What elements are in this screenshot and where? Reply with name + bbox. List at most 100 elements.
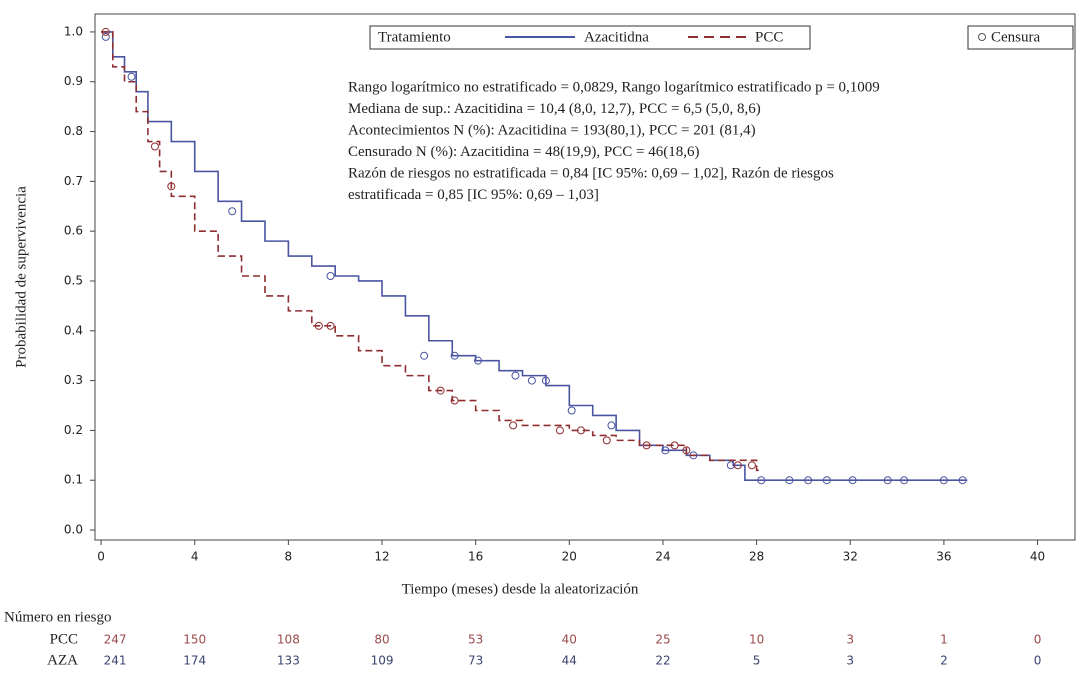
censor-marker xyxy=(883,476,892,485)
y-tick-label: 0.8 xyxy=(64,124,83,138)
annotation: Acontecimientos N (%): Azacitidina = 193… xyxy=(348,122,756,138)
risk-value: 2 xyxy=(940,654,948,668)
censor-marker xyxy=(101,27,110,36)
censor-marker xyxy=(474,356,483,365)
risk-value: 53 xyxy=(468,633,483,647)
censor-marker xyxy=(757,476,766,485)
legend-box xyxy=(369,25,811,50)
y-tick-label: 0.2 xyxy=(64,423,83,437)
censor-marker xyxy=(567,406,576,415)
risk-value: 1 xyxy=(940,633,948,647)
legend-label: PCC xyxy=(755,29,783,45)
censor-marker xyxy=(577,426,586,435)
censor-marker xyxy=(848,476,857,485)
censor-marker xyxy=(314,321,323,330)
x-tick-label: 36 xyxy=(936,550,951,564)
censor-marker xyxy=(420,351,429,360)
x-tick-label: 8 xyxy=(285,550,293,564)
censor-marker xyxy=(326,321,335,330)
risk-value: 241 xyxy=(104,654,127,668)
censor-marker xyxy=(127,72,136,81)
censor-marker xyxy=(541,376,550,385)
censor-marker xyxy=(101,32,110,41)
risk-value: 3 xyxy=(846,633,854,647)
censor-marker xyxy=(602,436,611,445)
risk-value: 133 xyxy=(277,654,300,668)
x-tick-label: 28 xyxy=(749,550,764,564)
risk-value: 73 xyxy=(468,654,483,668)
censor-marker xyxy=(900,476,909,485)
risk-value: 150 xyxy=(183,633,206,647)
censor-marker xyxy=(661,446,670,455)
censor-marker xyxy=(450,351,459,360)
censor-marker xyxy=(939,476,948,485)
plot-frame xyxy=(94,13,1076,541)
annotation: Mediana de sup.: Azacitidina = 10,4 (8,0… xyxy=(348,101,761,117)
y-tick-label: 0.9 xyxy=(64,74,83,88)
censor-marker xyxy=(436,386,445,395)
y-tick-label: 0.6 xyxy=(64,224,83,238)
legend-label: Azacitidna xyxy=(584,29,649,45)
y-tick-label: 0.0 xyxy=(64,523,83,537)
y-tick-label: 0.3 xyxy=(64,373,83,387)
risk-row-label: PCC xyxy=(50,631,78,647)
annotation: Rango logarítmico no estratificado = 0,0… xyxy=(348,79,880,95)
censor-marker xyxy=(555,426,564,435)
censor-marker xyxy=(527,376,536,385)
risk-value: 10 xyxy=(749,633,764,647)
legend-title: Tratamiento xyxy=(378,29,451,45)
risk-value: 108 xyxy=(277,633,300,647)
censor-marker xyxy=(682,446,691,455)
censor-marker xyxy=(785,476,794,485)
x-tick-label: 0 xyxy=(97,550,105,564)
risk-row-label: AZA xyxy=(47,652,78,668)
x-tick-label: 16 xyxy=(468,550,483,564)
censor-marker xyxy=(822,476,831,485)
censor-marker xyxy=(607,421,616,430)
censor-legend-marker xyxy=(978,33,986,41)
risk-value: 40 xyxy=(562,633,577,647)
y-tick-label: 0.7 xyxy=(64,174,83,188)
censor-legend-box xyxy=(967,25,1074,50)
risk-value: 22 xyxy=(655,654,670,668)
risk-value: 247 xyxy=(104,633,127,647)
censor-marker xyxy=(450,396,459,405)
censor-marker xyxy=(511,371,520,380)
risk-value: 44 xyxy=(562,654,577,668)
x-axis-label: Tiempo (meses) desde la aleatorización xyxy=(402,581,639,597)
annotation: Razón de riesgos no estratificada = 0,84… xyxy=(348,165,834,181)
censor-marker xyxy=(733,461,742,470)
censor-marker xyxy=(150,142,159,151)
risk-value: 3 xyxy=(846,654,854,668)
y-tick-label: 0.1 xyxy=(64,473,83,487)
censor-marker xyxy=(804,476,813,485)
censor-marker xyxy=(958,476,967,485)
annotation: Censurado N (%): Azacitidina = 48(19,9),… xyxy=(348,144,699,160)
risk-value: 80 xyxy=(374,633,389,647)
censor-legend-label: Censura xyxy=(991,29,1040,45)
censor-marker xyxy=(670,441,679,450)
risk-value: 0 xyxy=(1034,633,1042,647)
censor-marker xyxy=(167,182,176,191)
x-tick-label: 32 xyxy=(843,550,858,564)
risk-value: 5 xyxy=(753,654,761,668)
x-tick-label: 24 xyxy=(655,550,670,564)
x-tick-label: 20 xyxy=(562,550,577,564)
y-tick-label: 1.0 xyxy=(64,24,83,38)
y-tick-label: 0.4 xyxy=(64,323,83,337)
risk-value: 0 xyxy=(1034,654,1042,668)
risk-value: 174 xyxy=(183,654,206,668)
x-tick-label: 4 xyxy=(191,550,199,564)
censor-marker xyxy=(642,441,651,450)
censor-marker xyxy=(228,207,237,216)
risk-value: 25 xyxy=(655,633,670,647)
risk-table-title: Número en riesgo xyxy=(4,609,111,625)
censor-marker xyxy=(509,421,518,430)
annotation: estratificada = 0,85 [IC 95%: 0,69 – 1,0… xyxy=(348,187,599,203)
survival-curve xyxy=(101,31,762,472)
y-tick-label: 0.5 xyxy=(64,273,83,287)
censor-marker xyxy=(326,272,335,281)
x-tick-label: 12 xyxy=(374,550,389,564)
y-axis-label: Probabilidad de supervivencia xyxy=(13,186,29,368)
